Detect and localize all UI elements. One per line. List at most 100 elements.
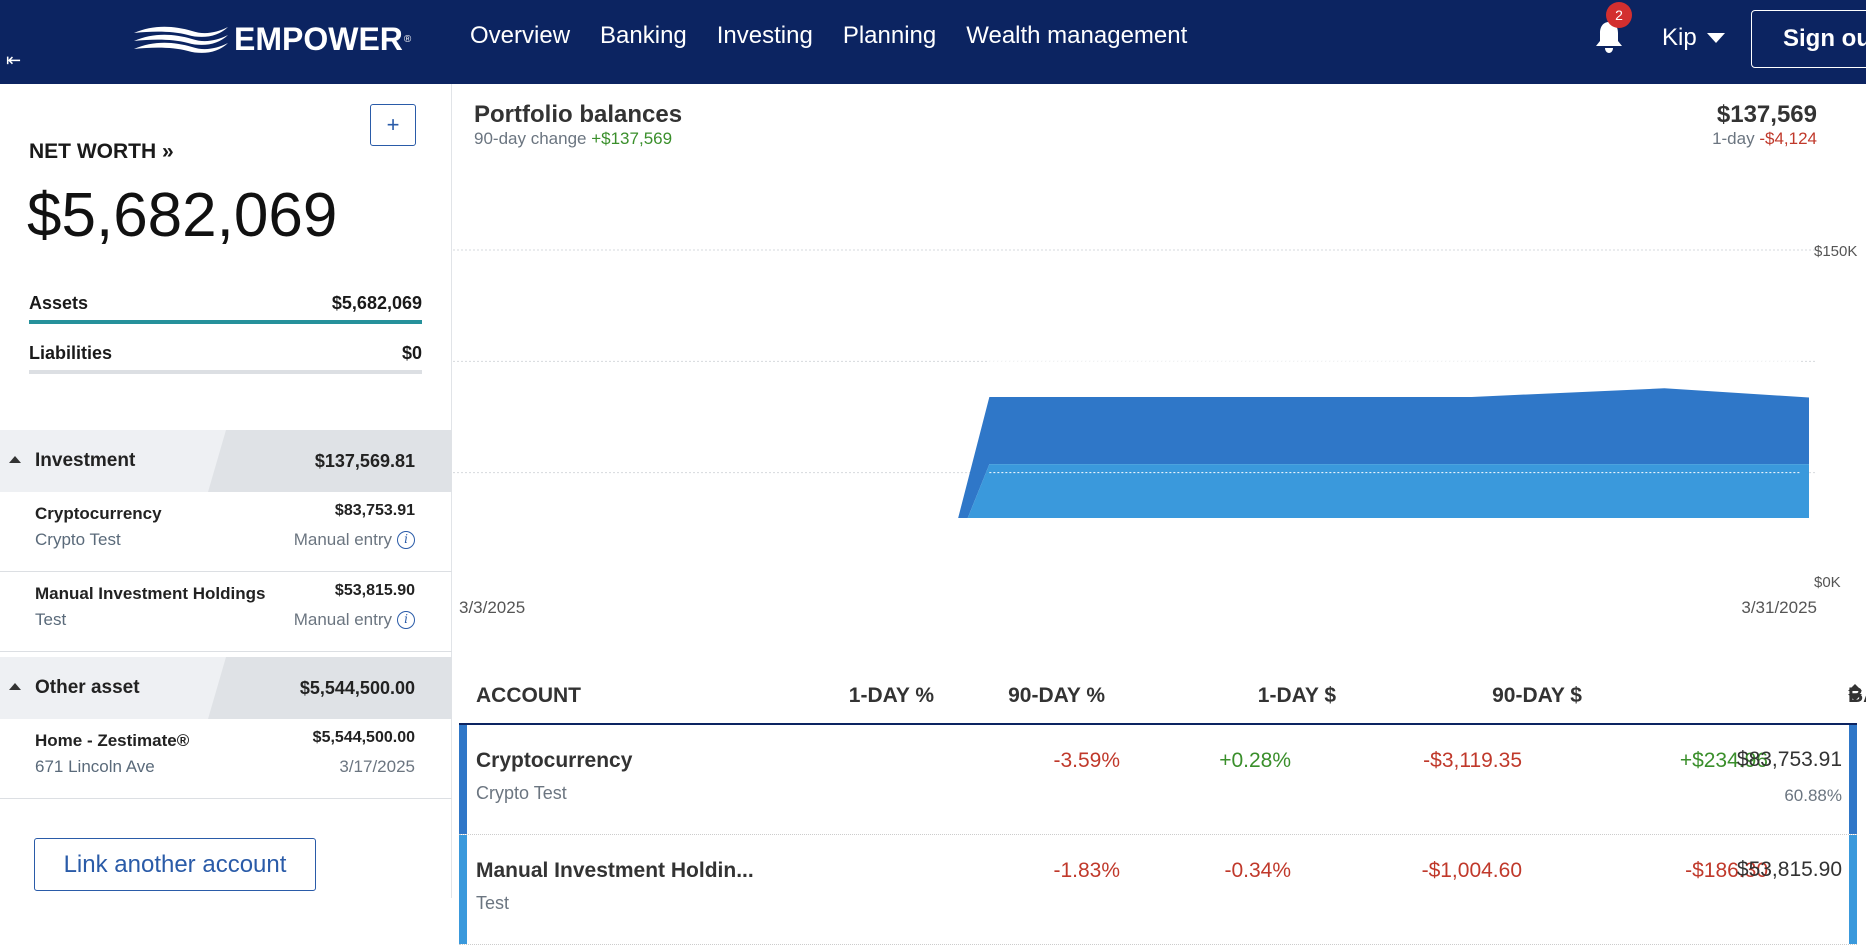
change-label: 90-day change xyxy=(474,129,587,148)
y-tick-label: $150K xyxy=(1814,243,1858,260)
net-worth-value: $5,682,069 xyxy=(27,181,338,250)
row-color-stripe-right xyxy=(1849,835,1857,944)
nav-planning[interactable]: Planning xyxy=(842,22,937,49)
account-value: $53,815.90 xyxy=(334,582,415,599)
nav-banking[interactable]: Banking xyxy=(600,22,687,49)
user-name: Kip xyxy=(1662,24,1697,51)
info-icon[interactable]: i xyxy=(397,611,415,629)
row-color-stripe-right xyxy=(1849,725,1857,834)
account-meta-text: 3/17/2025 xyxy=(339,757,415,776)
account-value: $83,753.91 xyxy=(334,502,415,519)
portfolio-day-change: 1-day -$4,124 xyxy=(1712,129,1817,149)
day-value: -$4,124 xyxy=(1759,129,1817,148)
account-name: Manual Investment Holdings xyxy=(35,584,266,603)
liabilities-value: $0 xyxy=(401,343,422,363)
area-series-lower xyxy=(967,464,1809,518)
group-total-background xyxy=(208,657,452,719)
assets-value: $5,682,069 xyxy=(331,293,422,313)
row-1day-pct: -3.59% xyxy=(1053,749,1120,772)
account-meta-text: Manual entry xyxy=(293,530,392,549)
collapse-sidebar-icon[interactable]: ⇤ xyxy=(6,50,22,70)
assets-bar xyxy=(29,320,422,324)
info-icon[interactable]: i xyxy=(397,531,415,549)
add-account-button[interactable]: + xyxy=(370,104,416,146)
user-menu[interactable]: Kip xyxy=(1662,24,1725,52)
account-meta: Manual entry i xyxy=(294,610,415,630)
sign-out-button[interactable]: Sign out xyxy=(1751,10,1866,68)
row-balance-share: 60.88% xyxy=(1784,786,1842,805)
sort-icon xyxy=(1848,684,1862,702)
row-color-stripe xyxy=(459,835,467,944)
table-header-divider xyxy=(459,723,1857,725)
col-1day-amt[interactable]: 1-DAY $ xyxy=(1257,684,1336,707)
empower-logo[interactable]: EMPOWER ® xyxy=(132,20,412,57)
account-value: $5,544,500.00 xyxy=(312,729,415,746)
col-90day-amt[interactable]: 90-DAY $ xyxy=(1492,684,1582,707)
portfolio-chart xyxy=(453,249,1817,518)
account-name: Cryptocurrency xyxy=(35,504,162,523)
nav-overview[interactable]: Overview xyxy=(470,22,571,49)
row-account-name: Manual Investment Holdin... xyxy=(476,859,754,882)
nav-wealth-management[interactable]: Wealth management xyxy=(966,22,1188,49)
account-meta: Manual entry i xyxy=(294,530,415,550)
account-sub: Test xyxy=(35,610,67,629)
area-series-upper xyxy=(958,388,1809,518)
row-1day-amt: -$3,119.35 xyxy=(1423,749,1522,772)
col-1day-pct[interactable]: 1-DAY % xyxy=(848,684,934,707)
net-worth-link[interactable]: NET WORTH » xyxy=(29,140,174,163)
sidebar: + NET WORTH » $5,682,069 Assets $5,682,0… xyxy=(0,84,452,898)
account-meta: 3/17/2025 xyxy=(339,757,415,777)
row-balance: $53,815.90 xyxy=(1736,858,1842,881)
row-account-sub: Test xyxy=(476,893,510,913)
row-balance: $83,753.91 xyxy=(1736,748,1842,771)
account-item[interactable]: Home - Zestimate® 671 Lincoln Ave $5,544… xyxy=(0,719,452,799)
group-name: Investment xyxy=(35,450,136,471)
liabilities-label: Liabilities xyxy=(29,343,113,363)
change-value: +$137,569 xyxy=(591,129,673,148)
link-another-account-button[interactable]: Link another account xyxy=(34,838,316,891)
portfolio-total: $137,569 xyxy=(1716,101,1817,128)
group-total: $5,544,500.00 xyxy=(299,678,415,698)
nav-investing[interactable]: Investing xyxy=(716,22,813,49)
row-1day-amt: -$1,004.60 xyxy=(1421,859,1522,882)
account-sub: 671 Lincoln Ave xyxy=(35,757,155,776)
brand-name: EMPOWER xyxy=(234,20,403,57)
portfolio-title: Portfolio balances xyxy=(474,101,683,128)
row-color-stripe xyxy=(459,725,467,834)
liabilities-row[interactable]: Liabilities $0 xyxy=(29,343,422,364)
portfolio-change: 90-day change +$137,569 xyxy=(474,129,672,149)
row-90day-amt: +$234.96 xyxy=(1679,749,1768,772)
row-90day-pct: -0.34% xyxy=(1224,859,1291,882)
table-row[interactable]: Cryptocurrency Crypto Test -3.59% +0.28%… xyxy=(459,725,1857,835)
collapse-triangle-icon[interactable] xyxy=(9,456,21,463)
group-investment-header[interactable]: Investment $137,569.81 xyxy=(0,430,452,492)
account-item[interactable]: Cryptocurrency Crypto Test $83,753.91 Ma… xyxy=(0,492,452,572)
table-header: ACCOUNT 1-DAY % 90-DAY % 1-DAY $ 90-DAY … xyxy=(476,684,1866,724)
col-90day-pct[interactable]: 90-DAY % xyxy=(1008,684,1105,707)
col-account[interactable]: ACCOUNT xyxy=(476,684,581,707)
x-end-label: 3/31/2025 xyxy=(1741,598,1817,617)
account-item[interactable]: Manual Investment Holdings Test $53,815.… xyxy=(0,572,452,652)
empower-wave-icon xyxy=(134,26,228,53)
x-start-label: 3/3/2025 xyxy=(459,598,526,617)
row-90day-pct: +0.28% xyxy=(1219,749,1291,772)
group-total: $137,569.81 xyxy=(314,451,415,471)
assets-row[interactable]: Assets $5,682,069 xyxy=(29,293,422,314)
day-label: 1-day xyxy=(1712,129,1755,148)
brand-mark: ® xyxy=(403,33,412,45)
col-balance-label: BALANCE xyxy=(1848,684,1866,707)
row-90day-amt: -$186.30 xyxy=(1685,859,1768,882)
row-1day-pct: -1.83% xyxy=(1053,859,1120,882)
row-account-name: Cryptocurrency xyxy=(476,749,633,772)
top-navigation: ⇤ EMPOWER ® Overview Banking Investing Pl… xyxy=(0,0,1866,84)
group-other-asset-header[interactable]: Other asset $5,544,500.00 xyxy=(0,657,452,719)
main-content: Portfolio balances 90-day change +$137,5… xyxy=(453,84,1866,945)
table-row[interactable]: Manual Investment Holdin... Test -1.83% … xyxy=(459,835,1857,945)
y-tick-label: $0K xyxy=(1814,574,1841,591)
collapse-triangle-icon[interactable] xyxy=(9,683,21,690)
bell-icon[interactable] xyxy=(1594,20,1624,54)
assets-label: Assets xyxy=(29,293,89,313)
account-sub: Crypto Test xyxy=(35,530,121,549)
notification-badge[interactable]: 2 xyxy=(1606,2,1632,28)
account-name: Home - Zestimate® xyxy=(35,731,190,750)
